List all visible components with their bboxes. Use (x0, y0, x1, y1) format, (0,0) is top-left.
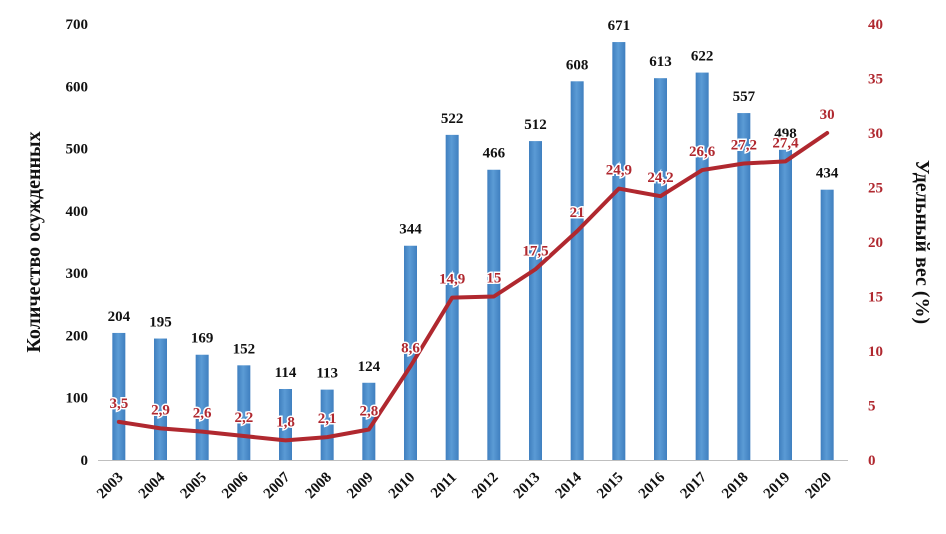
x-tick-label: 2013 (511, 470, 544, 503)
y-left-tick-label: 300 (66, 266, 89, 282)
y-left-tick-label: 600 (66, 79, 89, 95)
line-value-label: 2,6 (193, 406, 212, 422)
bar-value-label: 195 (149, 315, 172, 331)
x-tick-label: 2005 (177, 470, 210, 503)
x-tick-label: 2016 (636, 469, 669, 502)
bar-2014 (570, 81, 584, 460)
line-series-path (116, 131, 830, 443)
bar-value-label: 512 (524, 117, 547, 133)
bar-value-label: 622 (691, 49, 714, 65)
bar-2010 (404, 245, 417, 460)
line-value-label: 21 (570, 205, 585, 221)
line-value-label: 1,8 (276, 414, 295, 430)
y-right-tick-label: 5 (868, 399, 876, 415)
y-left-tick-label: 500 (66, 142, 89, 158)
bar-2012 (487, 169, 501, 460)
bar-value-label: 114 (275, 365, 297, 381)
line-value-label: 30 (820, 107, 835, 123)
bar-2016 (654, 78, 667, 460)
bar-2007 (279, 388, 292, 460)
line-value-label: 27,4 (772, 135, 799, 151)
right-axis-ticks: 0 5 10 15 20 25 30 35 40 (868, 17, 883, 469)
bar-value-label: 671 (608, 18, 631, 34)
x-tick-label: 2006 (219, 469, 252, 502)
line-data-labels: 3,5 2,9 2,6 2,2 1,8 2,1 2,8 8,6 14,9 15 17,5 21 24,9… (108, 106, 836, 432)
x-tick-label: 2017 (677, 469, 710, 502)
line-value-label: 2,1 (318, 411, 337, 427)
line-value-label: 17,5 (522, 243, 548, 259)
y-left-tick-label: 100 (66, 391, 89, 407)
bar-value-label: 466 (483, 146, 506, 162)
bar-value-label: 434 (816, 166, 839, 182)
y-axis-right-title: Удельный вес (%) (911, 160, 933, 324)
bar-2009 (362, 382, 376, 460)
x-tick-label: 2018 (719, 470, 752, 503)
y-axis-left-title: Количество осужденных (23, 131, 45, 352)
line-value-label: 27,2 (731, 138, 757, 154)
x-axis-ticks: 2003 2004 2005 2006 2007 2008 2009 2010 2011 2012… (94, 469, 835, 502)
line-value-label: 24,2 (647, 170, 673, 186)
bar-value-label: 124 (358, 359, 381, 375)
x-tick-label: 2007 (261, 469, 294, 502)
y-left-tick-label: 0 (81, 453, 89, 469)
x-tick-label: 2012 (469, 470, 502, 503)
y-left-tick-label: 200 (66, 328, 89, 344)
y-right-tick-label: 40 (868, 17, 883, 33)
y-right-tick-label: 25 (868, 181, 883, 197)
bar-data-labels: 204 195 169 152 114 113 124 344 522 466 512 608 671 6… (108, 18, 839, 382)
x-tick-label: 2009 (344, 470, 377, 503)
y-right-tick-label: 30 (868, 126, 883, 142)
y-left-tick-label: 400 (66, 204, 89, 220)
x-tick-label: 2020 (802, 470, 835, 503)
line-value-label: 3,5 (109, 396, 128, 412)
bar-2008 (320, 389, 334, 460)
x-tick-label: 2014 (552, 469, 585, 502)
x-tick-label: 2011 (428, 470, 460, 502)
bar-value-label: 608 (566, 57, 589, 73)
bar-value-label: 204 (108, 309, 131, 325)
bar-2020 (820, 189, 834, 460)
x-tick-label: 2003 (94, 470, 127, 503)
y-right-tick-label: 15 (868, 290, 883, 306)
bar-2015 (612, 42, 626, 460)
bar-value-label: 498 (774, 126, 797, 142)
y-right-tick-label: 20 (868, 235, 883, 251)
bar-2003 (112, 332, 126, 460)
x-tick-label: 2015 (594, 470, 627, 503)
line-value-label: 26,6 (689, 144, 716, 160)
line-series (116, 131, 830, 443)
bar-2017 (695, 72, 709, 460)
bar-series (112, 42, 834, 460)
line-value-label: 2,2 (234, 410, 253, 426)
bar-2004 (154, 338, 167, 460)
bar-2013 (529, 141, 542, 460)
bar-2018 (737, 113, 751, 460)
bar-value-label: 113 (316, 366, 338, 382)
left-axis-ticks: 0 100 200 300 400 500 600 700 (66, 17, 89, 469)
x-tick-label: 2008 (302, 470, 335, 503)
x-tick-label: 2019 (761, 470, 794, 503)
bar-value-label: 522 (441, 111, 464, 127)
bar-2019 (779, 149, 792, 460)
line-value-label: 14,9 (439, 272, 465, 288)
line-value-label: 24,9 (606, 163, 632, 179)
y-right-tick-label: 0 (868, 453, 876, 469)
bar-value-label: 152 (233, 341, 256, 357)
bar-value-label: 169 (191, 331, 214, 347)
bar-value-label: 344 (399, 222, 422, 238)
bar-value-label: 557 (733, 89, 756, 105)
line-value-label: 2,8 (359, 403, 378, 419)
x-tick-label: 2010 (386, 470, 419, 503)
y-right-tick-label: 35 (868, 72, 883, 88)
x-tick-label: 2004 (136, 469, 169, 502)
y-left-tick-label: 700 (66, 17, 89, 33)
y-right-tick-label: 10 (868, 344, 883, 360)
line-value-label: 15 (486, 271, 501, 287)
line-value-label: 2,9 (151, 402, 170, 418)
line-value-label: 8,6 (401, 340, 420, 356)
bar-value-label: 613 (649, 54, 672, 70)
